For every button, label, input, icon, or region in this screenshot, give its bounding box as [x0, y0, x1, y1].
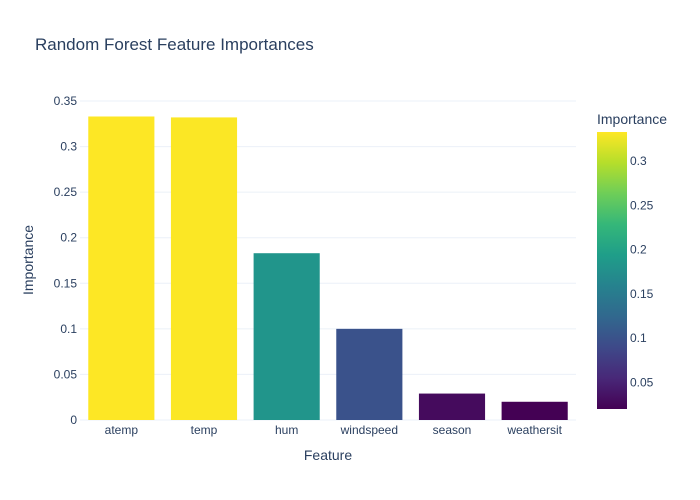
y-tick-label: 0.25 [54, 185, 78, 199]
y-tick-label: 0.2 [60, 231, 77, 245]
colorbar-tick-label: 0.15 [630, 287, 654, 301]
x-tick-label: season [433, 423, 472, 437]
colorbar-tick-label: 0.25 [630, 198, 654, 212]
bar-season [418, 393, 486, 420]
bar-atemp [88, 116, 155, 420]
bar-hum [253, 253, 320, 420]
y-tick-label: 0.15 [54, 276, 78, 290]
colorbar-tick-labels: 0.05 0.1 0.15 0.2 0.25 0.3 [630, 154, 654, 389]
colorbar-gradient [597, 132, 627, 409]
x-tick-label: atemp [105, 423, 139, 437]
x-tick-label: weathersit [506, 423, 562, 437]
y-tick-label: 0.05 [54, 367, 78, 381]
x-axis-title: Feature [304, 447, 352, 463]
y-tick-labels: 0 0.05 0.1 0.15 0.2 0.25 0.3 0.35 [54, 94, 78, 427]
chart-title: Random Forest Feature Importances [35, 35, 314, 54]
colorbar-title: Importance [597, 111, 667, 127]
y-tick-label: 0 [70, 413, 77, 427]
y-tick-label: 0.35 [54, 94, 78, 108]
x-tick-label: windspeed [340, 423, 398, 437]
colorbar: Importance 0.05 0.1 0.15 0.2 0.25 0.3 [597, 111, 667, 409]
colorbar-tick-label: 0.1 [630, 331, 647, 345]
colorbar-tick-label: 0.3 [630, 154, 647, 168]
bar-weathersit [501, 401, 568, 420]
x-tick-label: temp [191, 423, 218, 437]
bar-temp [170, 117, 238, 421]
bars [88, 116, 568, 421]
colorbar-tick-label: 0.05 [630, 375, 654, 389]
bar-windspeed [336, 328, 403, 420]
y-gridlines [80, 100, 576, 421]
x-tick-labels: atemp temp hum windspeed season weathersit [105, 423, 563, 437]
y-tick-label: 0.1 [60, 322, 77, 336]
colorbar-tick-label: 0.2 [630, 243, 647, 257]
y-tick-label: 0.3 [60, 140, 77, 154]
y-axis-title: Importance [20, 225, 36, 295]
x-tick-label: hum [275, 423, 298, 437]
